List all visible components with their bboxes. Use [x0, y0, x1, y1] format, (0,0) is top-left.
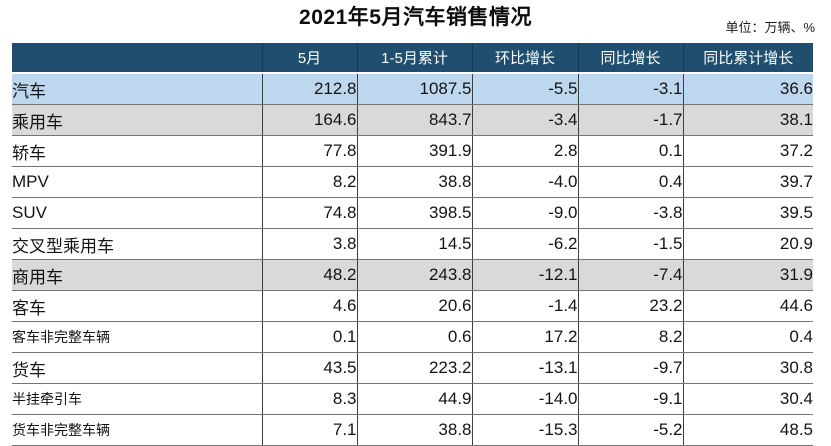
cell-value: -1.4: [471, 290, 578, 322]
cell-value: 39.7: [682, 166, 813, 198]
row-label: 商用车: [12, 259, 262, 291]
cell-value: 391.9: [356, 135, 472, 167]
cell-value: 4.6: [261, 290, 357, 322]
unit-note: 单位：万辆、%: [725, 20, 815, 35]
cell-value: 17.2: [471, 321, 578, 353]
table-row-auto-total: 汽车 212.8 1087.5 -5.5 -3.1 36.6: [12, 73, 813, 105]
cell-value: -9.0: [471, 197, 578, 229]
cell-value: -14.0: [471, 383, 578, 415]
row-label: 乘用车: [12, 104, 262, 136]
cell-value: 48.2: [261, 259, 357, 291]
cell-value: -4.0: [471, 166, 578, 198]
cell-value: 23.2: [577, 290, 683, 322]
row-label: 汽车: [12, 73, 262, 105]
cell-value: 44.9: [356, 383, 472, 415]
table-row-truck: 货车 43.5 223.2 -13.1 -9.7 30.8: [12, 352, 813, 384]
cell-value: 8.2: [577, 321, 683, 353]
cell-value: 43.5: [261, 352, 357, 384]
cell-value: 212.8: [261, 73, 357, 105]
cell-value: 20.9: [682, 228, 813, 260]
table-row-commercial-vehicle: 商用车 48.2 243.8 -12.1 -7.4 31.9: [12, 259, 813, 291]
column-header-may: 5月: [261, 43, 357, 74]
cell-value: -1.7: [577, 104, 683, 136]
cell-value: 30.8: [682, 352, 813, 384]
cell-value: 36.6: [682, 73, 813, 105]
table-row-mpv: MPV 8.2 38.8 -4.0 0.4 39.7: [12, 166, 813, 198]
cell-value: 3.8: [261, 228, 357, 260]
column-header-mom-growth: 环比增长: [471, 43, 578, 74]
cell-value: -3.4: [471, 104, 578, 136]
cell-value: 0.4: [577, 166, 683, 198]
cell-value: 8.3: [261, 383, 357, 415]
table-row-suv: SUV 74.8 398.5 -9.0 -3.8 39.5: [12, 197, 813, 229]
table-row-bus: 客车 4.6 20.6 -1.4 23.2 44.6: [12, 290, 813, 322]
table-header: 5月 1-5月累计 环比增长 同比增长 同比累计增长: [12, 43, 813, 74]
column-header-empty: [12, 43, 262, 74]
cell-value: -5.5: [471, 73, 578, 105]
table-row-sedan: 轿车 77.8 391.9 2.8 0.1 37.2: [12, 135, 813, 167]
cell-value: -9.1: [577, 383, 683, 415]
table-row-passenger-vehicle: 乘用车 164.6 843.7 -3.4 -1.7 38.1: [12, 104, 813, 136]
row-label: 客车非完整车辆: [12, 321, 262, 353]
cell-value: 20.6: [356, 290, 472, 322]
cell-value: -3.1: [577, 73, 683, 105]
cell-value: 1087.5: [356, 73, 472, 105]
table-body: 汽车 212.8 1087.5 -5.5 -3.1 36.6 乘用车 164.6…: [12, 73, 813, 446]
column-header-cumulative: 1-5月累计: [356, 43, 472, 74]
cell-value: 243.8: [356, 259, 472, 291]
cell-value: 164.6: [261, 104, 357, 136]
cell-value: -3.8: [577, 197, 683, 229]
cell-value: 31.9: [682, 259, 813, 291]
cell-value: 38.1: [682, 104, 813, 136]
cell-value: 38.8: [356, 166, 472, 198]
row-label: 交叉型乘用车: [12, 228, 262, 260]
cell-value: 843.7: [356, 104, 472, 136]
cell-value: 39.5: [682, 197, 813, 229]
table-row-truck-incomplete: 货车非完整车辆 7.1 38.8 -15.3 -5.2 48.5: [12, 414, 813, 446]
row-label: 货车: [12, 352, 262, 384]
cell-value: 0.4: [682, 321, 813, 353]
table-row-bus-incomplete: 客车非完整车辆 0.1 0.6 17.2 8.2 0.4: [12, 321, 813, 353]
sales-table: 5月 1-5月累计 环比增长 同比增长 同比累计增长 汽车 212.8 1087…: [12, 43, 813, 446]
cell-value: 0.1: [261, 321, 357, 353]
cell-value: -7.4: [577, 259, 683, 291]
cell-value: 77.8: [261, 135, 357, 167]
cell-value: -1.5: [577, 228, 683, 260]
cell-value: 44.6: [682, 290, 813, 322]
cell-value: 2.8: [471, 135, 578, 167]
cell-value: -15.3: [471, 414, 578, 446]
cell-value: -5.2: [577, 414, 683, 446]
column-header-yoy-growth: 同比增长: [577, 43, 683, 74]
cell-value: 37.2: [682, 135, 813, 167]
cell-value: -9.7: [577, 352, 683, 384]
cell-value: -6.2: [471, 228, 578, 260]
row-label: SUV: [12, 197, 262, 229]
cell-value: 0.6: [356, 321, 472, 353]
cell-value: 48.5: [682, 414, 813, 446]
column-header-yoy-cumulative-growth: 同比累计增长: [682, 43, 813, 74]
cell-value: 38.8: [356, 414, 472, 446]
cell-value: 398.5: [356, 197, 472, 229]
cell-value: 30.4: [682, 383, 813, 415]
page-title: 2021年5月汽车销售情况: [299, 6, 532, 29]
cell-value: 0.1: [577, 135, 683, 167]
row-label: 半挂牵引车: [12, 383, 262, 415]
table-row-semi-trailer-tractor: 半挂牵引车 8.3 44.9 -14.0 -9.1 30.4: [12, 383, 813, 415]
cell-value: 7.1: [261, 414, 357, 446]
cell-value: -12.1: [471, 259, 578, 291]
header-row: 5月 1-5月累计 环比增长 同比增长 同比累计增长: [12, 43, 813, 74]
cell-value: 8.2: [261, 166, 357, 198]
cell-value: 223.2: [356, 352, 472, 384]
row-label: 轿车: [12, 135, 262, 167]
cell-value: -13.1: [471, 352, 578, 384]
cell-value: 74.8: [261, 197, 357, 229]
cell-value: 14.5: [356, 228, 472, 260]
row-label: 客车: [12, 290, 262, 322]
row-label: 货车非完整车辆: [12, 414, 262, 446]
row-label: MPV: [12, 166, 262, 198]
table-row-crossover-passenger: 交叉型乘用车 3.8 14.5 -6.2 -1.5 20.9: [12, 228, 813, 260]
